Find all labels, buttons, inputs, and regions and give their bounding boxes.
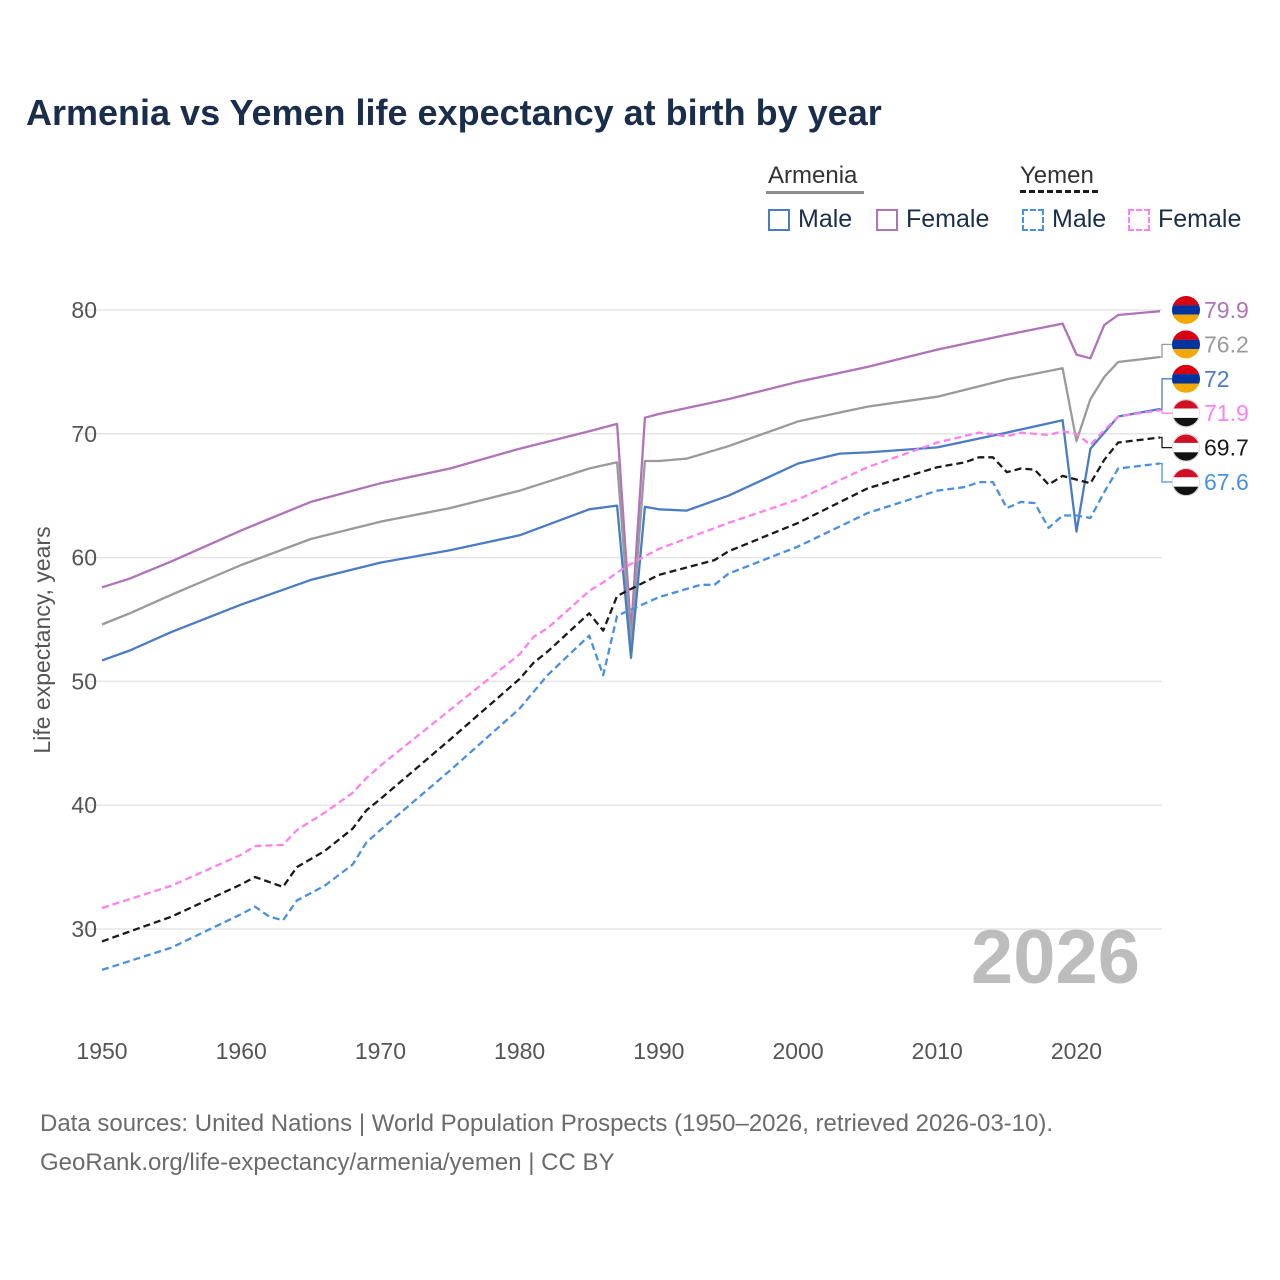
grid-lines xyxy=(80,309,1162,930)
end-label-value: 76.2 xyxy=(1204,331,1249,357)
source-line-2[interactable]: GeoRank.org/life-expectancy/armenia/yeme… xyxy=(40,1149,615,1176)
source-note: Data sources: United Nations | World Pop… xyxy=(40,1104,1053,1182)
yemen-flag-icon xyxy=(1172,399,1200,428)
x-tick-label: 2000 xyxy=(772,1038,823,1064)
x-tick-label: 1990 xyxy=(633,1038,684,1064)
end-label-value: 67.6 xyxy=(1204,469,1249,495)
armenia-flag-icon xyxy=(1172,364,1200,393)
legend-yemen-male[interactable]: Male xyxy=(1022,205,1106,234)
legend-armenia-underline xyxy=(766,191,864,194)
legend-yemen-female-swatch xyxy=(1128,208,1150,231)
legend-yemen-label: Yemen xyxy=(1020,162,1094,189)
y-tick-labels: 30 40 50 60 70 80 xyxy=(71,297,97,942)
legend-yemen-female-label: Female xyxy=(1158,205,1242,233)
yemen-flag-icon xyxy=(1172,468,1200,496)
end-label-value: 69.7 xyxy=(1204,435,1249,461)
x-tick-labels: 1950 1960 1970 1980 1990 2000 2010 2020 xyxy=(76,1038,1102,1064)
x-tick-label: 1980 xyxy=(494,1038,545,1064)
legend-yemen-male-label: Male xyxy=(1052,205,1107,233)
end-label-connector xyxy=(1160,343,1172,358)
end-label-connector xyxy=(1160,409,1172,414)
x-tick-label: 1970 xyxy=(355,1038,406,1064)
end-label-connector xyxy=(1160,436,1172,449)
y-tick-label: 80 xyxy=(71,297,97,323)
year-watermark: 2026 xyxy=(971,915,1140,1000)
end-label-value: 71.9 xyxy=(1204,400,1249,426)
y-tick-label: 50 xyxy=(71,668,97,694)
y-tick-label: 40 xyxy=(71,792,97,818)
legend-yemen-male-swatch xyxy=(1022,208,1044,231)
y-tick-label: 70 xyxy=(71,421,97,447)
legend-armenia-female-label: Female xyxy=(906,205,990,233)
armenia-flag-icon xyxy=(1172,296,1200,324)
source-line-1: Data sources: United Nations | World Pop… xyxy=(40,1110,1054,1137)
legend-yemen-female[interactable]: Female xyxy=(1128,205,1241,234)
x-tick-label: 1950 xyxy=(76,1038,127,1064)
y-tick-label: 60 xyxy=(71,545,97,571)
armenia-flag-icon xyxy=(1172,330,1200,359)
chart-title: Armenia vs Yemen life expectancy at birt… xyxy=(26,92,882,133)
legend-armenia-male-swatch xyxy=(768,208,790,231)
legend-armenia-female[interactable]: Female xyxy=(876,205,989,234)
end-labels: 79.9 76.2 72 71.9 69.7 67.6 xyxy=(1160,296,1249,496)
series-line-yemen-female xyxy=(101,409,1161,910)
series-lines xyxy=(101,310,1161,971)
end-label-value: 79.9 xyxy=(1204,297,1249,323)
line-chart: 30 40 50 60 70 80 1950 1960 1970 1980 1990 2000 201… xyxy=(29,296,1249,1064)
legend-armenia-female-swatch xyxy=(876,208,898,231)
legend-armenia-label: Armenia xyxy=(768,162,858,189)
end-label-value: 72 xyxy=(1204,366,1230,392)
legend-armenia-male-label: Male xyxy=(798,205,853,233)
series-line-yemen-total xyxy=(101,436,1161,943)
series-line-yemen-male xyxy=(101,462,1161,971)
x-tick-label: 2010 xyxy=(912,1038,963,1064)
series-line-armenia-total xyxy=(101,355,1161,646)
y-tick-label: 30 xyxy=(71,916,97,942)
yemen-flag-icon xyxy=(1172,433,1200,462)
x-tick-label: 2020 xyxy=(1051,1038,1102,1064)
end-label-connector xyxy=(1160,462,1172,483)
y-axis-label: Life expectancy, years xyxy=(29,526,55,753)
series-line-armenia-female xyxy=(101,310,1161,634)
end-label-connector xyxy=(1160,378,1172,410)
legend-yemen-underline xyxy=(1020,190,1098,193)
x-tick-label: 1960 xyxy=(216,1038,267,1064)
legend-armenia-male[interactable]: Male xyxy=(768,205,852,234)
series-line-armenia-male xyxy=(101,407,1161,662)
